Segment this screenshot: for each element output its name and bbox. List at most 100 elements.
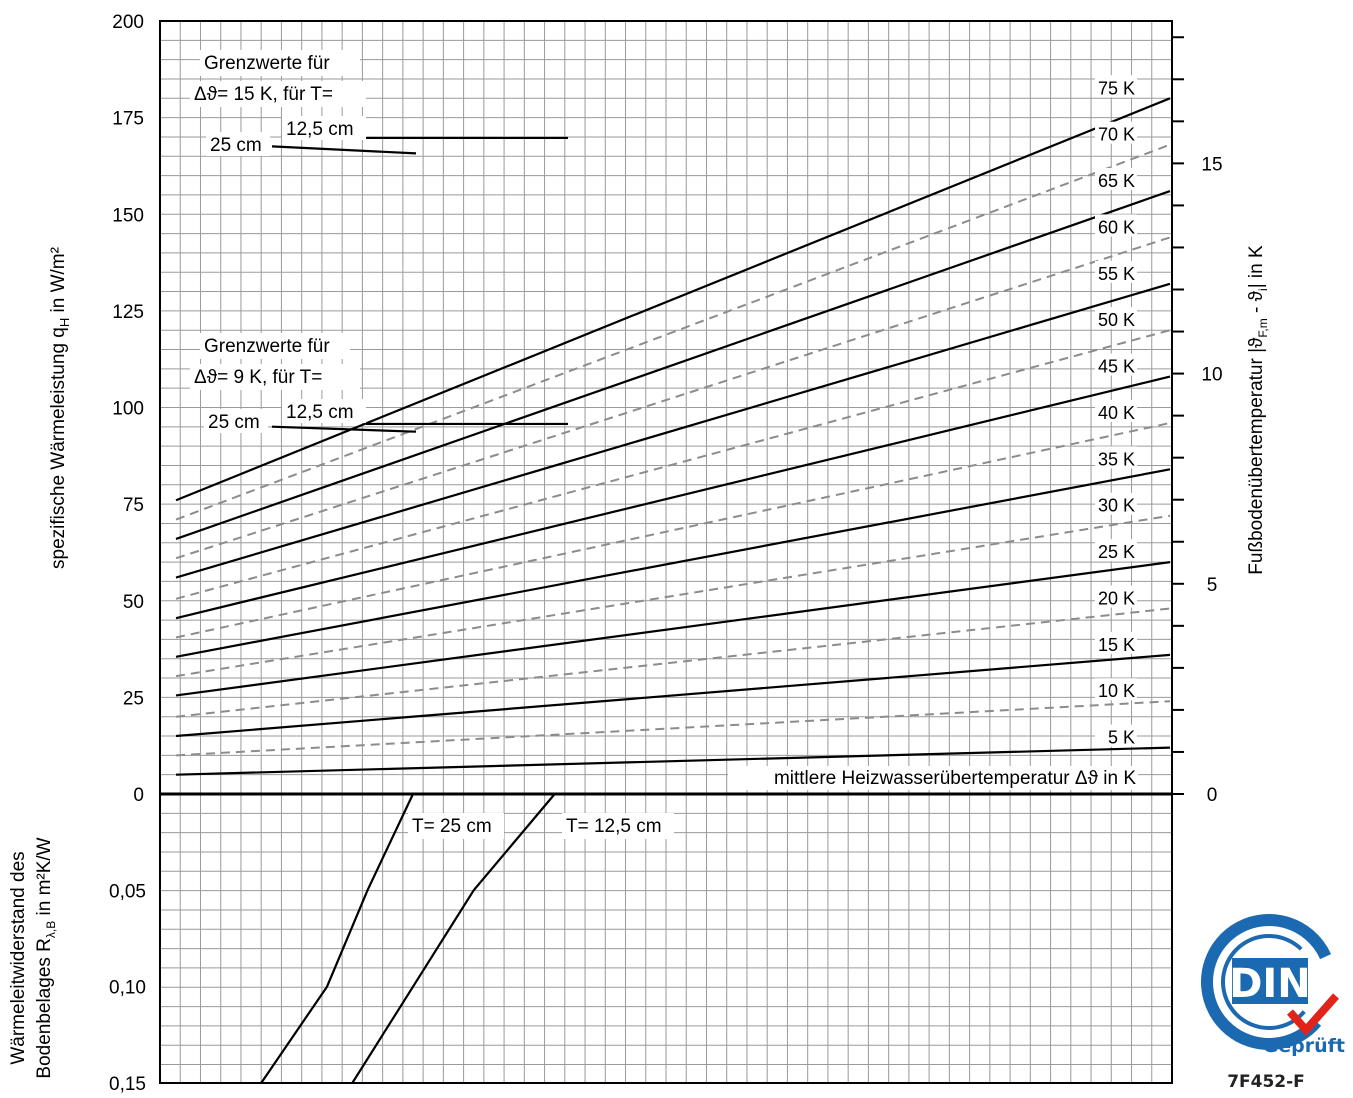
y-tick-label: 175	[112, 109, 144, 130]
series-line	[175, 607, 1171, 718]
y-tick-label: 75	[123, 495, 144, 516]
series-line	[175, 329, 1171, 600]
axes	[159, 20, 1184, 1084]
series-label: 20 K	[1098, 588, 1135, 608]
series-group	[175, 50, 1171, 1084]
checkmark-icon	[1287, 993, 1339, 1037]
series-label: 75 K	[1098, 78, 1135, 98]
series-caption: mittlere Heizwasserübertemperatur Δϑ in …	[774, 768, 1136, 789]
y-tick-label: 100	[112, 399, 144, 420]
right-tick-label: 15	[1201, 154, 1222, 175]
lower-curve	[260, 793, 414, 1084]
annotation-limit-9: Grenzwerte für Δϑ= 9 K, für T= 25 cm 12,…	[194, 336, 354, 433]
y-tick-label: 200	[112, 12, 144, 33]
plot-frame	[159, 20, 1173, 1084]
annotation-9-line1: Grenzwerte für	[204, 336, 330, 357]
series-label: 70 K	[1098, 125, 1135, 145]
right-tick-label: 5	[1207, 575, 1218, 596]
series-label-bg	[1095, 307, 1137, 330]
right-tick-label: 0	[1207, 785, 1218, 806]
annotation-9-line2: Δϑ= 9 K, für T=	[194, 367, 322, 388]
series-label: 15 K	[1098, 635, 1135, 655]
y-tick-label: 25	[123, 688, 144, 709]
series-line	[175, 421, 1171, 639]
labels-group: 0 25 50 75 100 125 150 175 200 0,05 0,10 0,15 0 5 10 15…	[109, 12, 1223, 1095]
annotation-9-t125: 12,5 cm	[286, 402, 354, 423]
series-label-bg	[1095, 353, 1137, 376]
series-label: 25 K	[1098, 542, 1135, 562]
right-tick-label: 10	[1201, 365, 1222, 386]
right-axis-title: Fußbodenübertemperatur |ϑF,m - ϑi| in K	[1246, 245, 1270, 575]
annotation-bg	[282, 116, 366, 140]
din-logo: DIN Geprüft 7F452-F	[1201, 914, 1345, 1092]
series-label-bg	[1095, 585, 1137, 608]
series-line	[175, 143, 1171, 521]
series-label-bg	[1095, 214, 1137, 237]
annotation-bg	[282, 399, 366, 423]
series-line	[175, 514, 1171, 678]
annotation-limit-15: Grenzwerte für Δϑ= 15 K, für T= 25 cm 12…	[194, 53, 354, 156]
y-tick-label: 125	[112, 302, 144, 323]
limit-9-line-25	[271, 425, 417, 433]
series-line	[175, 236, 1171, 560]
y-tick-label: 150	[112, 205, 144, 226]
series-line	[175, 375, 1171, 620]
series-label: 10 K	[1098, 681, 1135, 701]
y-tick-label: 50	[123, 592, 144, 613]
logo-code: 7F452-F	[1227, 1072, 1305, 1092]
series-label-bg	[1095, 678, 1137, 701]
annotation-15-line2: Δϑ= 15 K, für T=	[194, 84, 333, 105]
series-label-bg	[1095, 446, 1137, 469]
curve-label-t25: T= 25 cm	[412, 816, 492, 837]
annotation-9-t25: 25 cm	[208, 412, 260, 433]
annotation-bg	[204, 409, 268, 433]
lower-curve	[351, 793, 556, 1084]
annotation-bg	[200, 50, 360, 76]
y-tick-label: 0	[133, 785, 144, 806]
series-label: 50 K	[1098, 310, 1135, 330]
annotation-bg	[562, 813, 674, 839]
annotation-15-line1: Grenzwerte für	[204, 53, 330, 74]
series-label: 60 K	[1098, 217, 1135, 237]
series-label-bg	[1095, 399, 1137, 422]
series-label: 30 K	[1098, 496, 1135, 516]
series-label-bg	[1095, 121, 1137, 144]
series-label: 45 K	[1098, 357, 1135, 377]
series-label: 65 K	[1098, 171, 1135, 191]
caption-bg	[728, 766, 1138, 790]
annotation-15-t125: 12,5 cm	[286, 119, 354, 140]
series-label-bg	[1095, 492, 1137, 515]
series-label: 5 K	[1108, 728, 1135, 748]
series-line	[175, 746, 1171, 776]
logo-box	[1232, 958, 1308, 1004]
lower-y-tick-label: 0,05	[109, 881, 146, 902]
series-label: 35 K	[1098, 449, 1135, 469]
series-line	[175, 190, 1171, 540]
lower-axis-title-line1: Wärmeleitwiderstand des	[8, 851, 29, 1064]
annotation-bg	[190, 81, 366, 107]
annotation-bg	[206, 132, 270, 156]
series-label: 55 K	[1098, 264, 1135, 284]
series-label-bg	[1095, 260, 1137, 283]
series-label-bg	[1095, 539, 1137, 562]
series-line	[175, 653, 1171, 738]
grid	[159, 20, 1173, 1083]
annotation-15-t25: 25 cm	[210, 135, 262, 156]
curve-label-t125: T= 12,5 cm	[566, 816, 662, 837]
logo-brand: DIN	[1229, 961, 1311, 1007]
series-line	[175, 282, 1171, 579]
series-label-bg	[1095, 168, 1137, 191]
lower-y-tick-label: 0,15	[109, 1074, 146, 1095]
limit-15-line-25	[271, 145, 417, 155]
series-line	[175, 97, 1171, 502]
annotation-bg	[408, 813, 504, 839]
series-line	[175, 561, 1171, 697]
lower-y-tick-label: 0,10	[109, 978, 146, 999]
lower-axis-title-line2: Bodenbelages Rλ,B in m²K/W	[34, 837, 58, 1078]
annotation-bg	[190, 364, 360, 390]
logo-inner-ring	[1221, 934, 1317, 1030]
series-label-bg	[1095, 75, 1137, 98]
logo-tag: Geprüft	[1263, 1035, 1345, 1057]
y-axis-title: spezifische Wärmeleistung qH in W/m²	[48, 247, 72, 569]
